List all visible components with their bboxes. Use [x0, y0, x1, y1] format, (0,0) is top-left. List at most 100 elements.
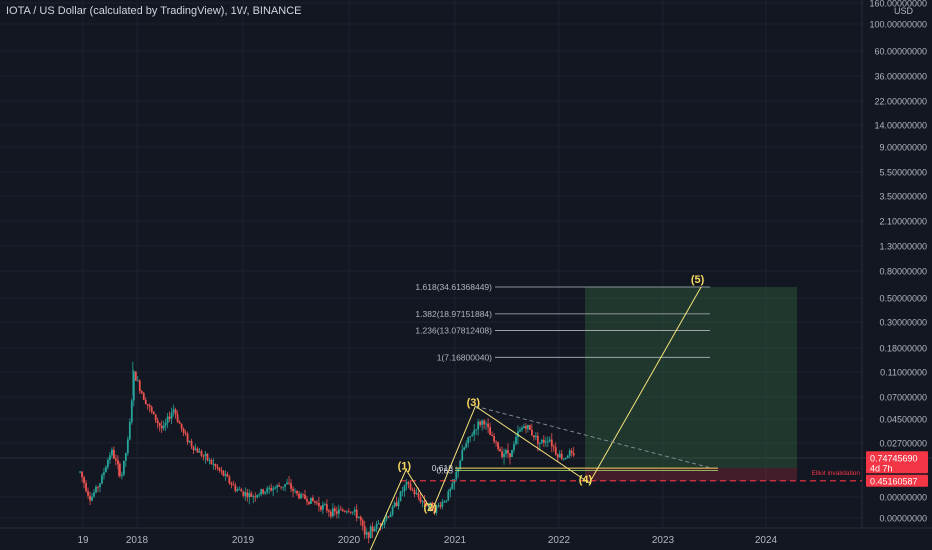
- candle-body: [282, 486, 284, 488]
- candle-body: [405, 481, 408, 486]
- candle-body: [250, 493, 253, 497]
- candle-body: [122, 460, 125, 475]
- candle-body: [184, 432, 187, 434]
- candle-body: [327, 510, 330, 512]
- candle-body: [148, 405, 151, 408]
- y-tick-label: 60.00000000: [874, 47, 927, 57]
- candle-body: [411, 489, 414, 491]
- candle-body: [140, 391, 143, 394]
- candle-body: [294, 490, 296, 492]
- candle-body: [118, 463, 121, 476]
- candle-body: [206, 453, 209, 461]
- candle-body: [200, 451, 203, 456]
- wave-label: (2): [424, 502, 438, 514]
- wave-label: (1): [398, 461, 412, 473]
- candle-body: [216, 466, 219, 468]
- candle-body: [511, 450, 513, 458]
- y-tick-label: 100.00000000: [869, 20, 927, 30]
- candle-body: [429, 502, 432, 506]
- candle-body: [341, 509, 344, 512]
- candle-body: [101, 475, 103, 484]
- candle-body: [320, 506, 322, 510]
- candle-body: [433, 510, 436, 513]
- candle-body: [196, 448, 199, 453]
- candle-body: [417, 493, 420, 498]
- candle-body: [113, 449, 115, 459]
- candle-body: [286, 482, 288, 485]
- y-tick-label: 1.30000000: [879, 242, 927, 252]
- candle-body: [395, 502, 398, 507]
- fib-retrace-label: 0.65: [436, 465, 453, 475]
- candle-body: [120, 474, 123, 476]
- candle-body: [160, 425, 163, 429]
- candle-body: [552, 446, 555, 448]
- candle-body: [300, 494, 302, 499]
- candle-body: [170, 412, 173, 419]
- candle-body: [158, 423, 161, 426]
- y-tick-label: 160.00000000: [869, 0, 927, 9]
- candle-body: [272, 488, 275, 491]
- candle-body: [222, 470, 225, 476]
- candle-body: [548, 439, 551, 442]
- candle-body: [322, 504, 324, 510]
- candle-body: [150, 407, 153, 412]
- candle-body: [437, 505, 440, 506]
- wave-segment: [369, 469, 407, 550]
- invalidation-label: Elliot invalidation: [812, 470, 861, 477]
- candle-body: [230, 482, 233, 485]
- price-axis: 160.00000000 100.00000000 60.00000000 36.00…: [866, 0, 928, 524]
- candle-body: [329, 511, 332, 517]
- candle-body: [353, 509, 356, 512]
- candle-body: [136, 380, 139, 382]
- candle-body: [439, 505, 442, 507]
- candle-body: [391, 506, 394, 515]
- candle-body: [562, 458, 565, 460]
- candle-body: [258, 494, 261, 496]
- wave-segment: [431, 405, 476, 512]
- candle-body: [560, 453, 563, 459]
- candle-body: [234, 485, 237, 491]
- candle-body: [314, 501, 316, 503]
- candle-body: [375, 523, 378, 529]
- candle-body: [278, 485, 281, 487]
- candle-body: [244, 492, 247, 496]
- y-tick-label: 14.00000000: [874, 121, 927, 131]
- wave-segment: [405, 469, 433, 512]
- candle-body: [351, 511, 354, 513]
- candle-body: [463, 447, 466, 450]
- candle-body: [274, 487, 277, 489]
- candle-body: [214, 463, 217, 467]
- candle-body: [385, 516, 388, 520]
- candle-body: [228, 476, 231, 483]
- candle-body: [152, 411, 155, 415]
- y-tick-label: 36.00000000: [874, 72, 927, 82]
- candle-body: [276, 485, 279, 488]
- candle-body: [461, 449, 464, 461]
- candle-body: [128, 421, 131, 440]
- candle-body: [103, 472, 105, 476]
- candle-body: [298, 493, 300, 499]
- wave-label: (4): [579, 474, 593, 486]
- candle-body: [365, 532, 368, 535]
- candle-body: [475, 429, 478, 431]
- trendline-upper: [475, 405, 712, 469]
- candle-body: [312, 497, 314, 502]
- candle-body: [495, 441, 497, 443]
- candle-body: [349, 511, 352, 513]
- candle-body: [451, 483, 454, 489]
- candle-body: [361, 520, 364, 527]
- candle-body: [107, 459, 109, 467]
- candle-body: [471, 434, 474, 437]
- candle-body: [455, 471, 458, 480]
- candle-body: [109, 455, 111, 460]
- candle-body: [538, 442, 541, 444]
- candle-body: [260, 489, 263, 495]
- chart-title: IOTA / US Dollar (calculated by TradingV…: [6, 5, 302, 17]
- candle-body: [178, 421, 181, 424]
- candle-body: [264, 491, 267, 494]
- x-tick-label: 2021: [444, 535, 467, 546]
- candle-body: [509, 453, 511, 458]
- candle-body: [198, 451, 201, 453]
- wave-segment: [588, 286, 702, 484]
